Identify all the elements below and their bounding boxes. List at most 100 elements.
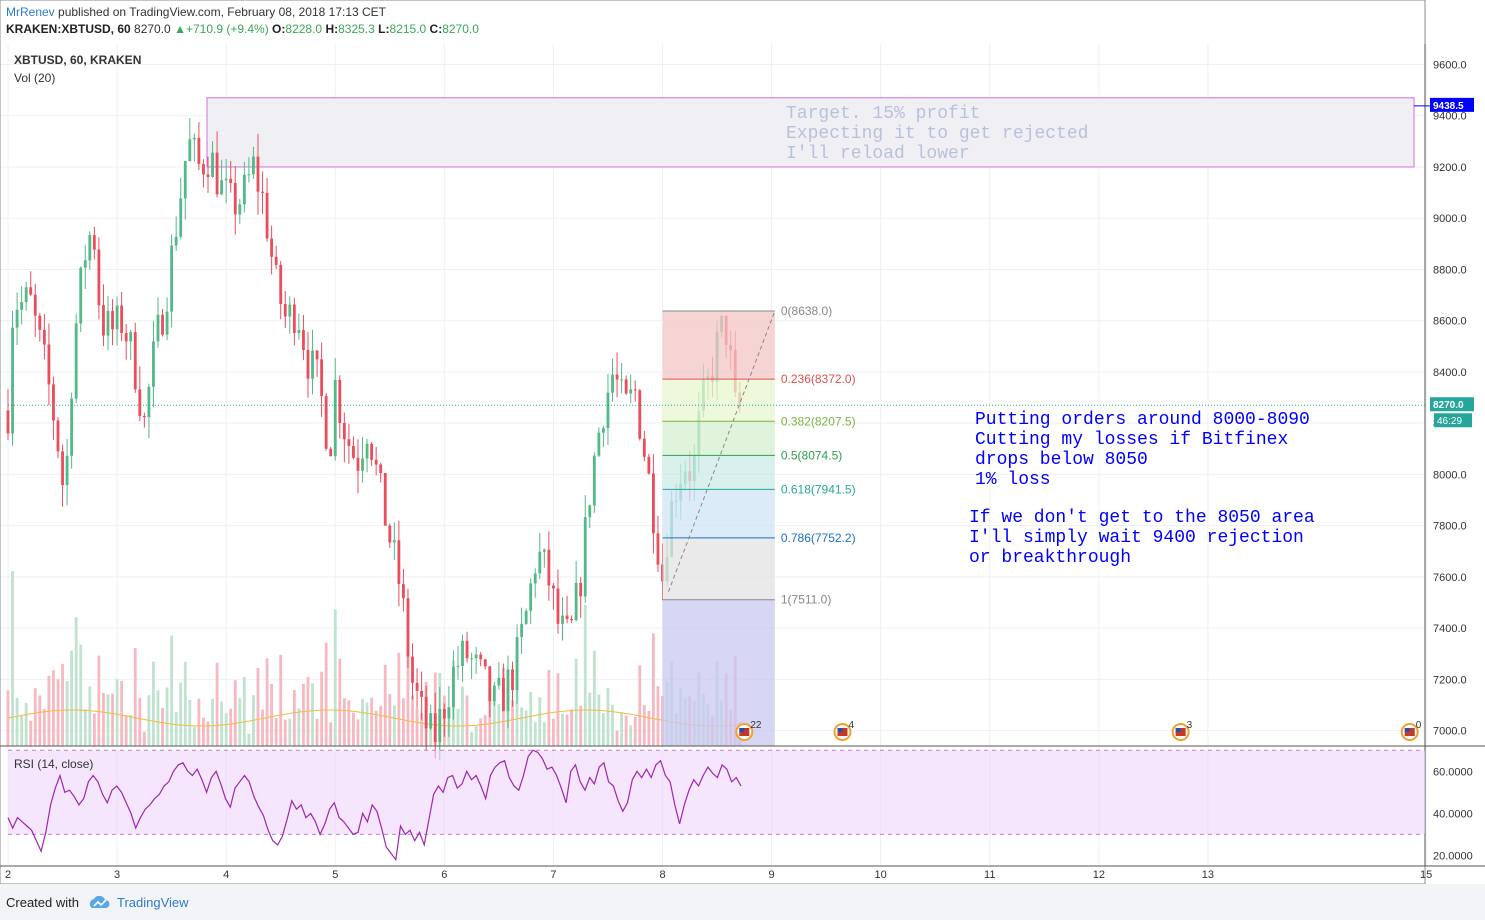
candle-body [279, 264, 283, 304]
volume-bar [529, 691, 533, 746]
volume-bar [188, 700, 192, 746]
candle-body [206, 174, 210, 177]
last-price: 8270.0 [134, 22, 171, 36]
change-value: ▲+710.9 (+9.4%) [174, 22, 269, 36]
volume-bar [656, 686, 660, 746]
candle-body [588, 505, 592, 518]
candle-body [120, 305, 124, 334]
fib-zone [662, 537, 775, 600]
tradingview-brand[interactable]: TradingView [117, 895, 189, 910]
candle-body [97, 249, 101, 306]
volume-bar [211, 698, 214, 746]
candle-body [574, 582, 578, 621]
y-tick-label: 7600.0 [1433, 572, 1467, 584]
volume-bar [456, 708, 460, 746]
candle-body [392, 540, 396, 543]
volume-bar [156, 690, 160, 746]
volume-bar [602, 713, 605, 746]
volume-bar [342, 698, 346, 746]
fib-zone [662, 310, 775, 380]
candle-body [38, 315, 42, 330]
x-tick-label: 15 [1420, 869, 1432, 881]
candle-body [438, 708, 442, 743]
volume-bar [388, 693, 392, 746]
volume-bar [33, 688, 37, 746]
x-tick-label: 13 [1202, 869, 1214, 881]
volume-bar [215, 662, 219, 746]
volume-bar [392, 705, 396, 746]
candle-body [111, 310, 114, 330]
volume-bar [315, 718, 319, 746]
candle-body [611, 374, 614, 393]
event-count: 4 [848, 720, 854, 731]
volume-bar [197, 698, 201, 746]
volume-bar [370, 697, 374, 746]
volume-bar [583, 604, 587, 746]
fib-level-label: 0(8638.0) [781, 304, 832, 318]
candle-body [252, 156, 255, 175]
candle-body [220, 180, 224, 195]
fib-zone [662, 421, 775, 456]
change-text: +710.9 (+9.4%) [185, 22, 269, 36]
candle-body [311, 350, 314, 379]
candle-body [333, 379, 337, 457]
candle-body [506, 669, 510, 711]
volume-bar [256, 667, 260, 746]
candle-body [47, 344, 51, 385]
candle-body [102, 305, 105, 336]
volume-bar [270, 684, 274, 746]
volume-bar [97, 655, 101, 746]
candle-body [633, 389, 637, 391]
volume-bar [556, 673, 560, 746]
symbol-quote-line: KRAKEN:XBTUSD, 60 8270.0 ▲+710.9 (+9.4%)… [6, 22, 479, 36]
candle-body [142, 415, 146, 418]
candle-body [352, 445, 355, 458]
y-tick-label: 9000.0 [1433, 213, 1467, 225]
author-name[interactable]: MrRenev [6, 5, 55, 19]
fib-level-label: 0.786(7752.2) [781, 531, 856, 545]
fib-zone [662, 489, 775, 538]
x-tick-label: 7 [550, 869, 556, 881]
volume-bar [333, 609, 337, 746]
x-tick-label: 3 [114, 869, 120, 881]
candle-body [274, 256, 278, 265]
volume-bar [247, 733, 251, 746]
candle-body [461, 640, 464, 667]
volume-bar [302, 683, 305, 746]
candle-body [561, 615, 564, 624]
volume-bar [274, 718, 278, 746]
candle-body [56, 420, 60, 452]
candle-body [6, 410, 10, 434]
candle-body [565, 615, 569, 619]
candle-body [406, 598, 410, 657]
volume-bar [220, 701, 224, 746]
volume-bar [374, 710, 378, 746]
volume-bar [115, 679, 119, 746]
volume-bar [61, 663, 64, 746]
high-marker-text: 9438.5 [1433, 101, 1464, 112]
volume-bar [52, 670, 55, 746]
volume-bar [38, 695, 42, 746]
target-note-line: Target. 15% profit [786, 104, 980, 124]
volume-bar [479, 718, 483, 746]
chart-canvas[interactable]: 0(8638.0) 0.236(8372.0) 0.382(8207.5) 0.5(8… [0, 0, 1485, 884]
candle-body [342, 422, 346, 440]
volume-bar [588, 692, 592, 746]
target-zone-box [206, 97, 1415, 168]
rsi-tick-label: 40.0000 [1433, 808, 1473, 820]
candle-body [188, 139, 192, 162]
candle-body [483, 659, 487, 667]
candle-body [292, 304, 296, 333]
volume-bar [597, 694, 601, 746]
candle-body [529, 583, 533, 611]
volume-bar [356, 719, 360, 746]
y-tick-label: 7800.0 [1433, 521, 1467, 533]
candle-body [33, 294, 37, 316]
volume-bar [138, 697, 142, 746]
candle-body [552, 585, 555, 589]
candle-body [638, 390, 642, 439]
last-price-tag [1430, 397, 1474, 412]
candle-body [433, 713, 437, 743]
fallback-note-line: I'll simply wait 9400 rejection [969, 528, 1304, 548]
candle-body [356, 457, 360, 471]
